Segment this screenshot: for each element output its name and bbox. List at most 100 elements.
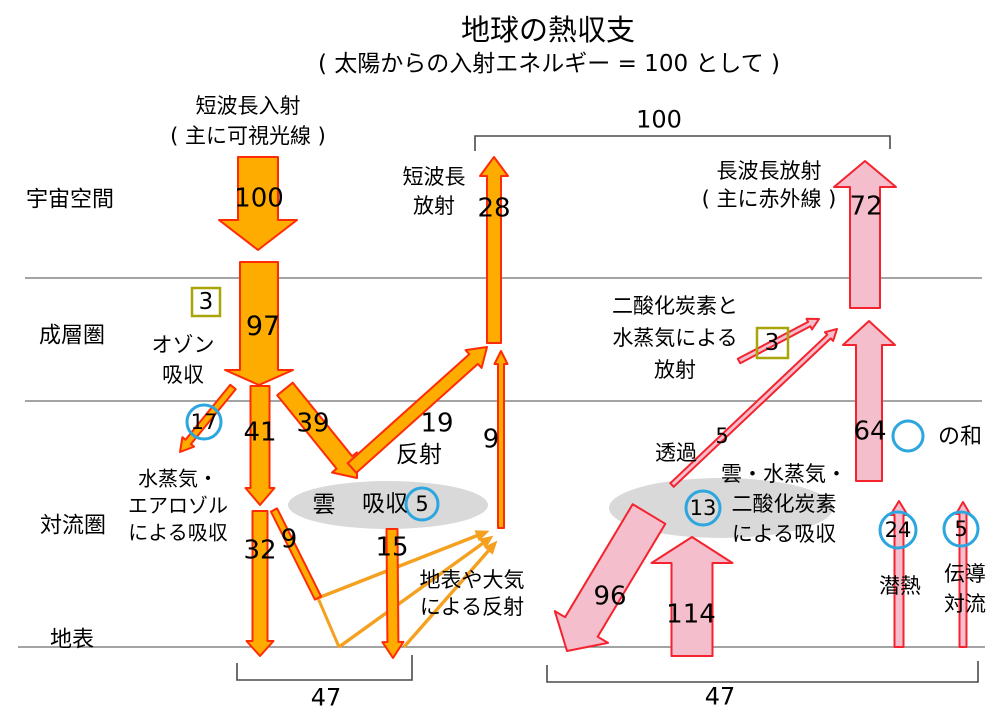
surface-total-left-value: 47 <box>310 683 342 712</box>
space-total-value: 100 <box>636 105 682 134</box>
cloud-left <box>288 481 488 529</box>
vapor-absorb-label-line3: による吸収 <box>128 520 228 545</box>
through-cloud-arrow <box>381 528 405 659</box>
cloud-absorbed-value: 5 <box>415 491 429 516</box>
vapor-absorb-label-line1: 水蒸気・ <box>138 466 218 491</box>
surface-emit-arrow <box>650 536 734 657</box>
shortwave-incoming-label: 短波長入射 ( 主に可視光線 ) <box>170 91 326 151</box>
latent-heat-label: 潜熱 <box>879 573 921 598</box>
cloud-reflect-arrow <box>346 346 488 474</box>
co2-value-box <box>755 326 790 360</box>
reflect-ray-1 <box>317 530 490 600</box>
longwave-absorb-label-line3: による吸収 <box>731 522 837 546</box>
surface-direct-arrow <box>245 510 275 657</box>
shortwave-outgoing-value: 28 <box>477 193 511 224</box>
surface-reflect-label-line2: による反射 <box>419 595 525 619</box>
sum-label: の和 <box>937 424 983 450</box>
surface-emit-value: 114 <box>666 599 716 630</box>
region-label-surface: 地表 <box>49 627 95 653</box>
longwave-absorbed-value: 13 <box>689 495 717 520</box>
longwave-out-arrow <box>833 160 897 309</box>
ozone-absorb-label-line2: 吸収 <box>162 363 204 387</box>
ozone-value-box <box>190 286 222 318</box>
ozone-absorb-label: オゾン 吸収 <box>152 330 215 390</box>
back-radiation-value: 96 <box>593 581 627 612</box>
air-reflect-arrow <box>269 507 323 601</box>
co2-radiation-label-line3: 放射 <box>654 358 696 382</box>
longwave-outgoing-value: 72 <box>849 191 883 222</box>
reflected-up-value: 9 <box>482 424 500 455</box>
longwave-absorb-value-circle <box>684 489 722 527</box>
longwave-absorb-label: 雲・水蒸気・ 二酸化炭素 による吸収 <box>721 459 847 549</box>
conduction-value-circle <box>942 510 980 548</box>
after-ozone-arrow <box>224 261 294 386</box>
solar-input-value: 100 <box>234 183 284 214</box>
mid-down-arrow <box>244 385 276 506</box>
vapor-absorb-label: 水蒸気・ エアロゾル による吸収 <box>128 466 228 547</box>
longwave-outgoing-label-line2: ( 主に赤外線 ) <box>701 187 837 211</box>
surface-reflect-label: 地表や大気 による反射 <box>420 567 525 621</box>
latent-heat-value: 24 <box>884 517 912 542</box>
conduction-label: 伝導 対流 <box>944 559 986 619</box>
ozone-absorb-label-line1: オゾン <box>151 333 215 357</box>
vapor-absorb-label-line2: エアロゾル <box>128 493 228 518</box>
surface-left-bracket <box>236 655 413 681</box>
cloud-absorb-value-circle <box>404 486 440 522</box>
surface-total-right-value: 47 <box>704 682 736 711</box>
cloud-label: 雲 <box>312 491 336 518</box>
page-title: 地球の熱収支 <box>460 12 636 47</box>
through-cloud-value: 15 <box>375 532 409 563</box>
back-radiation-arrow <box>553 503 667 652</box>
co2-radiation-label: 二酸化炭素と 水蒸気による 放射 <box>612 290 738 386</box>
shortwave-out-arrow <box>479 156 509 344</box>
sum-value: 64 <box>853 416 887 447</box>
latent-value-circle <box>878 510 918 550</box>
air-reflect-value: 9 <box>280 524 298 555</box>
longwave-outgoing-label: 長波長放射 ( 主に赤外線 ) <box>702 157 837 213</box>
co2-radiation-value: 3 <box>764 329 780 356</box>
shortwave-outgoing-label-line1: 短波長 <box>402 165 466 189</box>
space-total-bracket <box>474 135 891 151</box>
region-label-troposphere: 対流圏 <box>39 513 107 539</box>
region-label-stratosphere: 成層圏 <box>38 323 106 349</box>
surface-right-bracket <box>546 661 979 683</box>
vapor-value-circle <box>185 403 223 441</box>
conduction-label-line2: 対流 <box>944 592 986 616</box>
surface-reflect-label-line1: 地表や大気 <box>419 568 525 592</box>
shortwave-incoming-label-line1: 短波長入射 <box>195 94 301 118</box>
co2-radiation-label-line2: 水蒸気による <box>612 326 738 350</box>
latent-heat-arrow <box>889 500 909 648</box>
longwave-outgoing-label-line1: 長波長放射 <box>716 159 822 183</box>
co2-radiation-label-line1: 二酸化炭素と <box>612 294 738 318</box>
cloud-reflect-label: 反射 <box>396 441 442 468</box>
shortwave-incoming-label-line2: ( 主に可視光線 ) <box>170 124 326 148</box>
cloud-reflect-value: 19 <box>420 408 454 439</box>
reflect-ray-down <box>316 597 341 648</box>
reflect-ray-2 <box>337 535 494 649</box>
longwave-absorb-label-line2: 二酸化炭素 <box>731 492 837 516</box>
reflected-up-arrow <box>493 350 509 529</box>
through-value: 5 <box>715 423 729 448</box>
region-label-space: 宇宙空間 <box>25 187 115 213</box>
to-cloud-value: 39 <box>296 408 330 439</box>
reflect-ray-3 <box>402 540 498 649</box>
mid-down-value: 41 <box>243 417 277 448</box>
longwave-absorb-label-line1: 雲・水蒸気・ <box>721 462 847 486</box>
ozone-absorbed-value: 3 <box>198 288 214 315</box>
cloud-through-arrow <box>669 328 838 488</box>
conduction-label-line1: 伝導 <box>944 562 986 586</box>
sum-legend-circle <box>891 419 925 453</box>
shortwave-outgoing-label-line2: 放射 <box>413 194 455 218</box>
through-label: 透過 <box>655 440 697 465</box>
conduction-value: 5 <box>954 516 968 541</box>
shortwave-outgoing-label: 短波長 放射 <box>403 163 466 221</box>
cloud-absorb-label: 吸収 <box>362 490 408 517</box>
page-subtitle: ( 太陽からの入射エネルギー = 100 として ) <box>318 50 780 77</box>
surface-direct-value: 32 <box>243 535 277 566</box>
vapor-absorbed-value: 17 <box>190 409 218 434</box>
sum-arrow <box>842 320 896 482</box>
solar-input-arrow <box>218 156 298 251</box>
after-ozone-value: 97 <box>245 310 281 342</box>
